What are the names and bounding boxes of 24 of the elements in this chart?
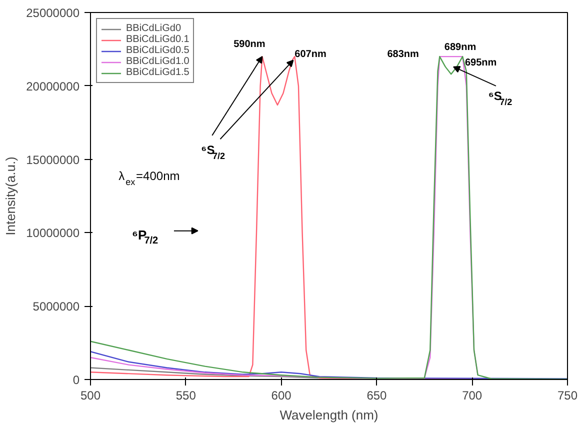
y-tick-label: 25000000 (26, 6, 80, 20)
legend-label: BBiCdLiGd1.0 (126, 56, 190, 67)
legend-label: BBiCdLiGd0.1 (126, 34, 190, 45)
annotation: 590nm (234, 38, 266, 50)
x-tick-label: 600 (271, 388, 292, 402)
x-tick-label: 750 (557, 388, 578, 402)
y-tick-label: 15000000 (26, 152, 80, 167)
y-axis-title: Intensity(a.u.) (3, 156, 18, 236)
annotation: 683nm (387, 49, 419, 60)
x-tick-label: 700 (462, 388, 482, 402)
x-tick-label: 550 (176, 388, 196, 402)
y-tick-label: 5000000 (32, 300, 80, 314)
legend-label: BBiCdLiGd0 (126, 23, 182, 34)
x-axis-title: Wavelength (nm) (280, 408, 378, 422)
x-tick-label: 650 (366, 388, 388, 402)
x-tick-label: 500 (80, 388, 101, 402)
annotation: 689nm (444, 42, 476, 53)
annotation: 607nm (294, 49, 326, 60)
legend-label: BBiCdLiGd1.5 (126, 67, 190, 78)
y-tick-label: 20000000 (26, 79, 80, 94)
legend-label: BBiCdLiGd0.5 (126, 45, 190, 56)
y-tick-label: 10000000 (26, 226, 80, 240)
y-tick-label: 0 (72, 373, 80, 387)
annotation: 695nm (464, 57, 497, 68)
